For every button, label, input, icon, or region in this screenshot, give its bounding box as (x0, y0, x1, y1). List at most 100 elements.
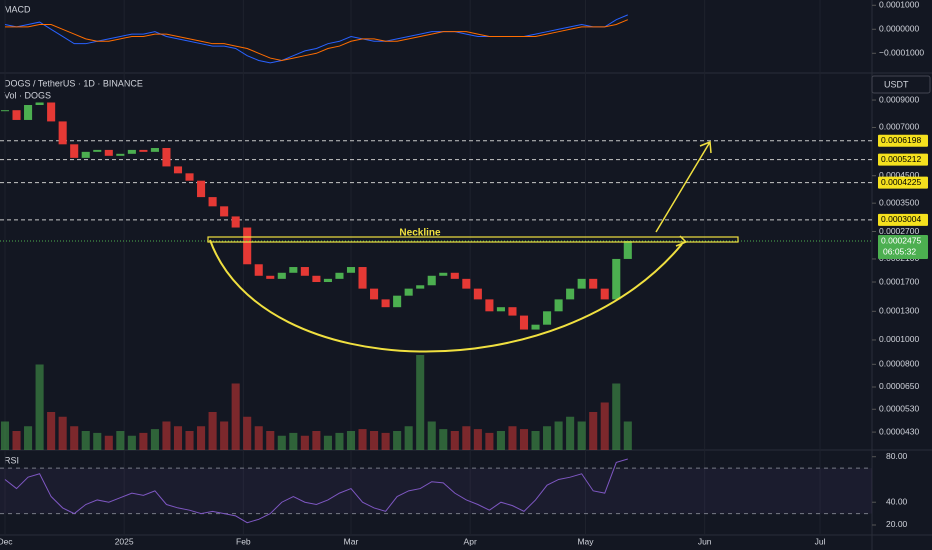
candle (439, 272, 448, 276)
signal-line (4, 19, 628, 61)
candle (381, 299, 390, 308)
volume-bar (24, 426, 33, 450)
x-tick-label: Feb (236, 536, 251, 546)
volume-bar (12, 431, 21, 450)
candle (208, 197, 217, 207)
volume-bar (439, 429, 448, 450)
y-tick-label: 0.0004500 (879, 170, 919, 180)
volume-bar (162, 421, 171, 450)
volume-bar (243, 416, 252, 450)
candle (393, 295, 402, 308)
volume-bar (496, 431, 505, 450)
y-tick-label: 0.0007000 (879, 122, 919, 132)
candle (0, 110, 10, 112)
candle (312, 275, 321, 283)
volume-bar (450, 431, 459, 450)
target-arrow (655, 140, 712, 233)
candle (612, 258, 621, 300)
candle (173, 166, 183, 174)
candle (162, 148, 171, 167)
volume-label: Vol · DOGS (4, 90, 51, 100)
level-label: 0.0005212 (881, 154, 921, 164)
candle (416, 285, 425, 289)
level-label: 0.0004225 (881, 177, 921, 187)
rsi-label: RSI (4, 455, 19, 465)
candle (231, 216, 240, 228)
volume-bar (254, 426, 263, 450)
level-box (878, 134, 928, 147)
volume-bar (150, 429, 159, 450)
chart-title: DOGS / TetherUS · 1D · BINANCE (4, 78, 143, 88)
candle (81, 151, 90, 158)
volume-bar (185, 431, 194, 450)
candle (300, 267, 309, 276)
macd-tick-label: 0.0000000 (879, 24, 919, 34)
last-price-box (878, 235, 928, 260)
candle (508, 307, 517, 316)
volume-bar (473, 429, 482, 450)
volume-bar (139, 432, 148, 450)
volume-bar (543, 426, 552, 450)
volume-bar (335, 432, 344, 450)
candle (323, 278, 332, 283)
volume-bar (612, 383, 621, 450)
candle (116, 153, 125, 156)
candle (35, 102, 44, 106)
candle (220, 206, 229, 217)
neckline-label: Neckline (399, 228, 441, 239)
macd-tick-label: 0.0001000 (879, 0, 919, 10)
volume-bar (81, 431, 90, 450)
candle (370, 288, 379, 300)
countdown: 06:05:32 (883, 246, 916, 256)
candle (12, 110, 21, 120)
x-tick-label: May (577, 536, 594, 546)
macd-tick-label: −0.0001000 (879, 48, 924, 58)
volume-bar (566, 416, 575, 450)
x-tick-label: Jun (698, 536, 712, 546)
candle (543, 311, 552, 325)
volume-bar (427, 421, 436, 450)
candle (277, 272, 286, 279)
volume-bar (93, 432, 102, 450)
candle (335, 272, 344, 279)
candle (554, 299, 563, 312)
candle (519, 315, 529, 330)
y-tick-label: 0.0000800 (879, 359, 919, 369)
volume-bar (58, 416, 67, 450)
volume-bar (623, 421, 632, 450)
volume-bar (600, 402, 609, 450)
candle (104, 149, 113, 156)
candle (185, 173, 194, 181)
volume-bar (208, 412, 217, 450)
cup-curve (209, 239, 683, 353)
y-tick-label: 0.0001700 (879, 276, 919, 286)
candle (577, 278, 586, 289)
volume-bar (416, 355, 425, 450)
volume-bar (381, 432, 390, 450)
last-price: 0.0002475 (881, 235, 921, 245)
x-tick-label: Dec (0, 536, 13, 546)
volume-bar (220, 421, 229, 450)
candle (127, 149, 136, 154)
y-tick-label: 0.0000650 (879, 381, 919, 391)
volume-bar (127, 435, 136, 450)
volume-bar (508, 426, 517, 450)
candle (462, 278, 471, 289)
volume-bar (35, 364, 44, 450)
candle (496, 307, 505, 312)
volume-bar (370, 431, 379, 450)
rsi-tick-label: 40.00 (886, 496, 908, 506)
level-box (878, 153, 928, 166)
volume-bar (358, 429, 367, 450)
volume-bar (277, 435, 286, 450)
rsi-tick-label: 80.00 (886, 451, 908, 461)
volume-bar (462, 426, 471, 450)
volume-bar (323, 435, 332, 450)
volume-bar (531, 431, 540, 450)
volume-bar (519, 429, 529, 450)
volume-bar (554, 421, 563, 450)
candle (623, 241, 632, 259)
macd-line (4, 14, 628, 64)
neckline (207, 236, 739, 243)
